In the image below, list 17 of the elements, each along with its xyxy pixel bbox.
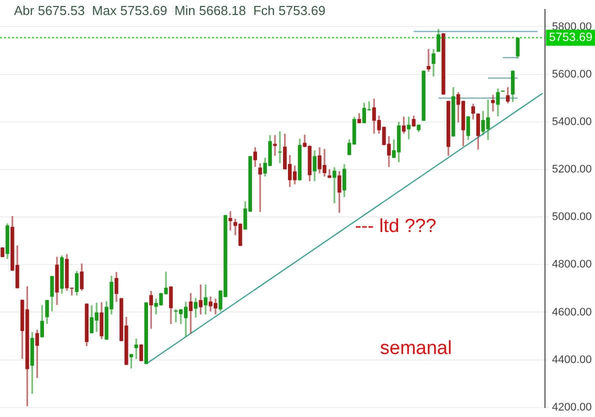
candlestick [278, 131, 282, 164]
y-tick-label: 5200.00 [552, 164, 592, 176]
y-tick-label: 4600.00 [552, 306, 592, 318]
y-tick-label: 5000.00 [552, 211, 592, 224]
candlestick [332, 167, 336, 204]
y-tick-label: 4400.00 [552, 354, 592, 366]
annotation: --- ltd ??? [355, 216, 436, 238]
y-tick-label: 5600.00 [552, 68, 592, 80]
y-tick-label: 4200.00 [552, 401, 592, 414]
candlestick [273, 135, 277, 156]
y-tick-label: 4800.00 [552, 258, 592, 271]
y-tick-label: 5400.00 [552, 116, 592, 128]
chart-title: Abr 5675.53 Max 5753.69 Min 5668.18 Fch 5753.69 [14, 3, 326, 18]
candlestick [426, 49, 430, 72]
annotation: semanal [380, 338, 452, 360]
candlestick [491, 94, 495, 112]
ref-line-label: 5753.69 [549, 30, 593, 44]
